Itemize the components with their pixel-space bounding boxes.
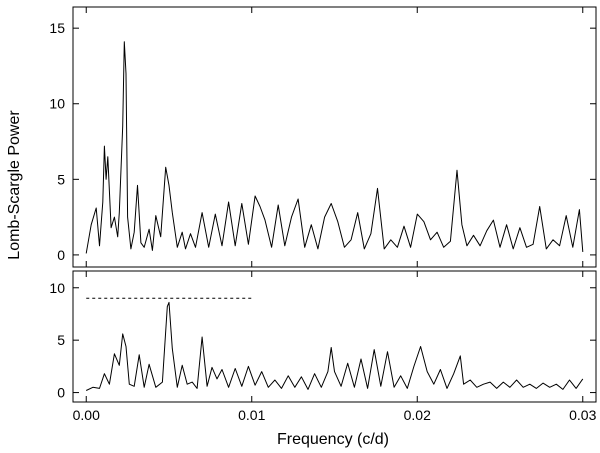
bottom-panel: 0 5 10 0.00 0.01 0.02 0.03 [49,270,597,423]
x-tick-label: 0.03 [569,407,596,423]
y-tick-label-bottom: 5 [57,332,65,348]
plot-frame-top [72,6,597,268]
x-tick-label: 0.00 [73,407,100,423]
x-axis-label: Frequency (c/d) [277,431,389,448]
y-tick-label-top: 15 [49,20,65,36]
periodogram-line-bottom [85,301,584,391]
x-tick-label: 0.02 [404,407,431,423]
y-tick-label-top: 5 [57,171,65,187]
y-tick-label-bottom: 0 [57,385,65,401]
x-tick-label: 0.01 [238,407,265,423]
y-axis-label: Lomb-Scargle Power [6,110,23,260]
y-tick-label-bottom: 10 [49,280,65,296]
y-tick-label-top: 0 [57,247,65,263]
top-panel: 0 5 10 15 [49,6,597,268]
periodogram-line-top [85,41,584,254]
plot-frame-bottom [72,270,597,403]
y-tick-label-top: 10 [49,96,65,112]
